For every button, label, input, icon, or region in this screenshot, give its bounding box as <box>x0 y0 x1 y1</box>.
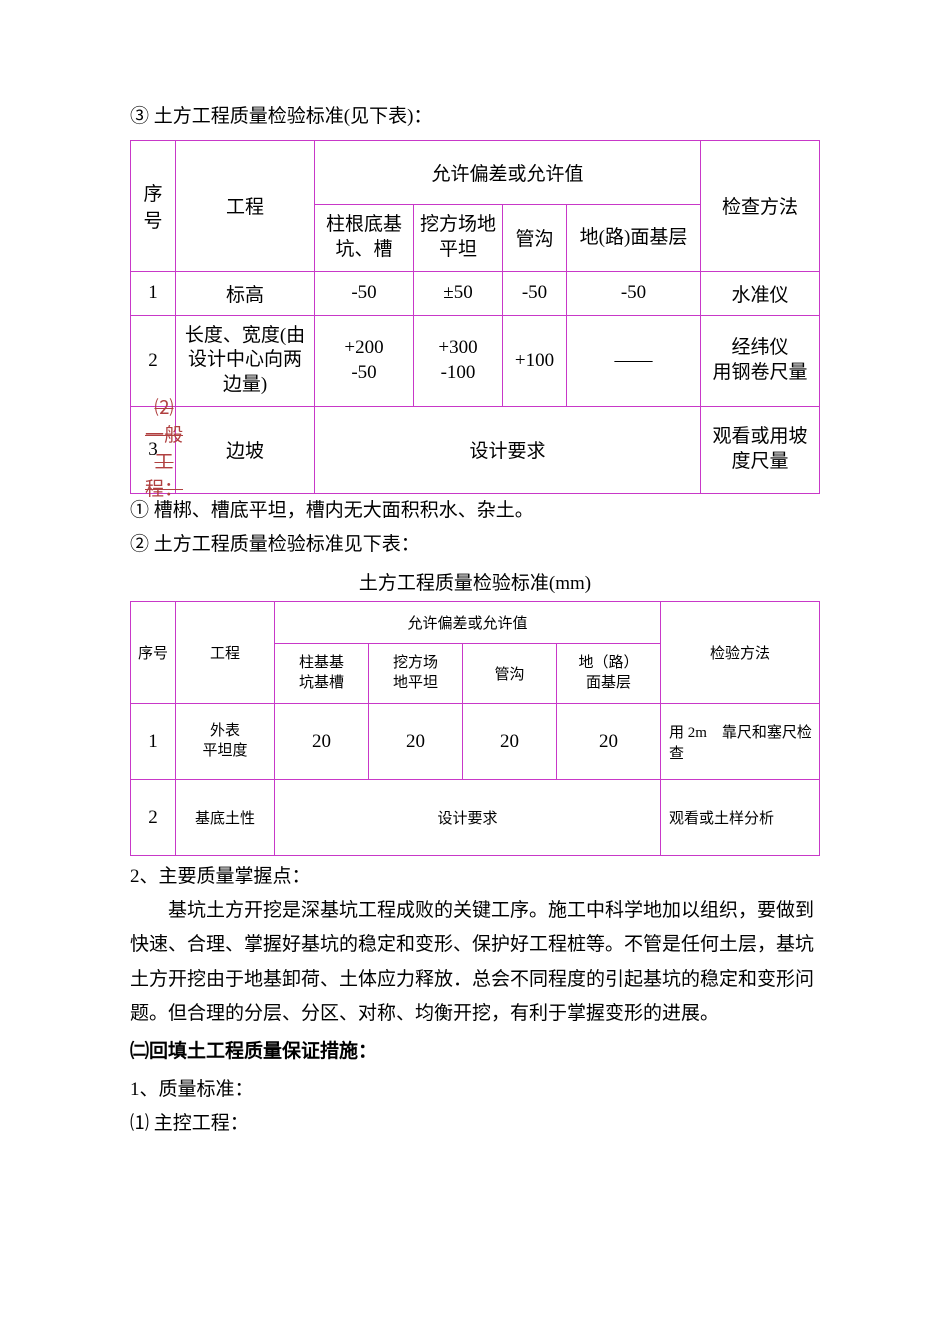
cell-method: 水准仪 <box>701 271 820 315</box>
th-proj: 工程 <box>176 602 275 704</box>
cell-n: 1 <box>131 271 176 315</box>
cell: 20 <box>463 704 557 780</box>
table-row: 序号 工程 允许偏差或允许值 检查方法 <box>131 141 820 205</box>
document-page: ③ 土方工程质量检验标准(见下表)： 序号 工程 允许偏差或允许值 检查方法 柱… <box>0 0 950 1202</box>
table-row: 1 标高 -50 ±50 -50 -50 水准仪 <box>131 271 820 315</box>
cell-method: 观看或用坡度尺量 <box>701 406 820 493</box>
cell: 20 <box>275 704 369 780</box>
cell-n: 2 <box>131 780 176 856</box>
cell-n: 3 ⑵ 一般工程： <box>131 406 176 493</box>
cell: 20 <box>369 704 463 780</box>
cell: ±50 <box>414 271 503 315</box>
th-sub3: 管沟 <box>463 644 557 704</box>
table-1: 序号 工程 允许偏差或允许值 检查方法 柱根底基坑、槽 挖方场地平坦 管沟 地(… <box>130 140 820 493</box>
th-seq: 序号 <box>131 141 176 271</box>
th-method: 检查方法 <box>701 141 820 271</box>
cell-proj: 标高 <box>176 271 315 315</box>
th-seq: 序号 <box>131 602 176 704</box>
cell-method: 用 2m 靠尺和塞尺检查 <box>661 704 820 780</box>
cell: +100 <box>503 315 567 406</box>
cell: -50 <box>503 271 567 315</box>
cell: +200-50 <box>315 315 414 406</box>
cell-n: 1 <box>131 704 176 780</box>
table-row: 3 ⑵ 一般工程： 边坡 设计要求 观看或用坡度尺量 <box>131 406 820 493</box>
table-row: 1 外表平坦度 20 20 20 20 用 2m 靠尺和塞尺检查 <box>131 704 820 780</box>
general-heading-strike: ⑵ 一般工程： <box>145 398 183 500</box>
cell-mid: 设计要求 <box>275 780 661 856</box>
cell-proj: 长度、宽度(由设计中心向两边量) <box>176 315 315 406</box>
s2-line-1: 1、质量标准： <box>130 1073 820 1107</box>
th-method: 检验方法 <box>661 602 820 704</box>
th-sub2: 挖方场地平坦 <box>369 644 463 704</box>
cell: -50 <box>315 271 414 315</box>
cell: —— <box>567 315 701 406</box>
section-2-heading: ㈡回填土工程质量保证措施： <box>130 1035 820 1069</box>
th-sub1: 柱根底基坑、槽 <box>315 205 414 271</box>
cell: -50 <box>567 271 701 315</box>
s2-line-2: ⑴ 主控工程： <box>130 1107 820 1141</box>
point2-title: 2、主要质量掌握点： <box>130 860 820 894</box>
general-heading-overlap: ⑵ 一般工程： <box>145 393 183 501</box>
table-2: 序号 工程 允许偏差或允许值 检验方法 柱基基坑基槽 挖方场地平坦 管沟 地（路… <box>130 601 820 856</box>
th-sub1: 柱基基坑基槽 <box>275 644 369 704</box>
cell-method: 经纬仪用钢卷尺量 <box>701 315 820 406</box>
main-paragraph: 基坑土方开挖是深基坑工程成败的关键工序。施工中科学地加以组织，要做到快速、合理、… <box>130 894 820 1031</box>
cell-mid: 设计要求 <box>315 406 701 493</box>
th-allow: 允许偏差或允许值 <box>275 602 661 644</box>
th-sub4: 地(路)面基层 <box>567 205 701 271</box>
cell-method: 观看或土样分析 <box>661 780 820 856</box>
th-sub2: 挖方场地平坦 <box>414 205 503 271</box>
th-sub3: 管沟 <box>503 205 567 271</box>
th-sub4: 地（路）面基层 <box>557 644 661 704</box>
table-row: 2 基底土性 设计要求 观看或土样分析 <box>131 780 820 856</box>
table-row: 2 长度、宽度(由设计中心向两边量) +200-50 +300-100 +100… <box>131 315 820 406</box>
general-line-1: ① 槽梆、槽底平坦，槽内无大面积积水、杂土。 <box>130 494 820 528</box>
general-line-2: ② 土方工程质量检验标准见下表： <box>130 528 820 562</box>
cell-proj: 边坡 <box>176 406 315 493</box>
cell-proj: 基底土性 <box>176 780 275 856</box>
cell: 20 <box>557 704 661 780</box>
cell-proj: 外表平坦度 <box>176 704 275 780</box>
th-allow: 允许偏差或允许值 <box>315 141 701 205</box>
table-row: 序号 工程 允许偏差或允许值 检验方法 <box>131 602 820 644</box>
cell: +300-100 <box>414 315 503 406</box>
intro-line: ③ 土方工程质量检验标准(见下表)： <box>130 100 820 134</box>
th-proj: 工程 <box>176 141 315 271</box>
table2-caption: 土方工程质量检验标准(mm) <box>130 568 820 595</box>
